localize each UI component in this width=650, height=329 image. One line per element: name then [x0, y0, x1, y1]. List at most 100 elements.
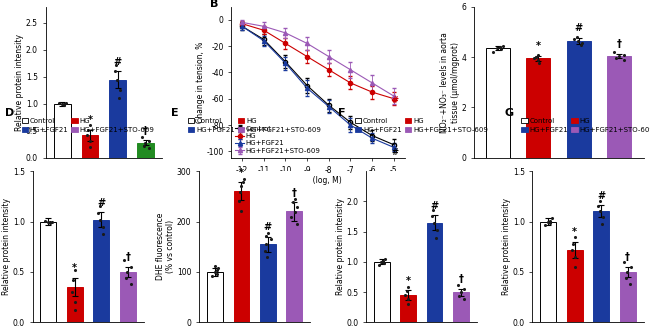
Point	[98, 231, 108, 236]
Point	[597, 221, 608, 226]
Point	[84, 138, 95, 143]
Point	[570, 264, 580, 269]
Point	[543, 219, 553, 224]
Point	[577, 40, 587, 46]
Bar	[486, 48, 510, 158]
Point	[376, 259, 386, 265]
Legend: Control, HG, HG+FGF21, HG+FGF21+STO-609: Control, HG, HG+FGF21, HG+FGF21+STO-609	[235, 125, 321, 154]
Point	[378, 258, 389, 263]
Text: G: G	[504, 108, 514, 117]
Text: F: F	[338, 108, 346, 117]
Text: *: *	[88, 115, 92, 125]
Point	[496, 47, 506, 52]
Text: *: *	[239, 168, 244, 178]
Point	[622, 269, 632, 275]
Y-axis label: Relative protein intensity: Relative protein intensity	[3, 198, 11, 295]
Point	[611, 55, 621, 60]
Point	[621, 275, 631, 281]
Point	[568, 241, 578, 246]
Text: *: *	[406, 276, 411, 286]
Point	[236, 184, 246, 189]
Legend: Control, HG+FGF21, HG, HG+FGF21+STO-609: Control, HG+FGF21, HG, HG+FGF21+STO-609	[354, 117, 489, 134]
Point	[125, 264, 136, 269]
Point	[292, 205, 303, 210]
Point	[54, 100, 64, 105]
Point	[428, 220, 439, 225]
Point	[60, 101, 71, 106]
Bar	[619, 272, 636, 322]
Y-axis label: NO₂⁻+NO₃⁻ levels in aorta
tissue (μmol/mgprot): NO₂⁻+NO₃⁻ levels in aorta tissue (μmol/m…	[440, 32, 460, 133]
Point	[59, 101, 70, 107]
Point	[114, 96, 124, 101]
Bar	[120, 272, 136, 322]
Point	[534, 60, 544, 65]
Point	[403, 302, 413, 307]
Text: †: †	[143, 126, 148, 136]
Point	[428, 208, 438, 213]
Text: *: *	[72, 264, 77, 273]
Point	[403, 297, 413, 302]
Point	[140, 140, 150, 145]
Text: †: †	[125, 252, 130, 263]
Point	[211, 267, 222, 273]
Point	[569, 234, 580, 239]
Point	[237, 180, 248, 185]
Bar	[400, 295, 416, 322]
Bar	[67, 287, 83, 322]
Point	[85, 144, 96, 150]
Bar	[40, 221, 57, 322]
Legend: Control, HG+FGF21, HG, HG+FGF21+STO-609: Control, HG+FGF21, HG, HG+FGF21+STO-609	[521, 117, 650, 134]
Point	[265, 237, 276, 242]
Point	[98, 224, 109, 229]
Bar	[453, 292, 469, 322]
Point	[378, 261, 389, 266]
Point	[495, 44, 506, 50]
Point	[111, 62, 122, 67]
Point	[374, 262, 384, 267]
Point	[619, 52, 629, 57]
Point	[137, 135, 148, 140]
Point	[120, 275, 131, 281]
Text: B: B	[211, 0, 219, 9]
Bar	[137, 143, 154, 158]
Bar	[82, 135, 98, 158]
Point	[70, 267, 80, 273]
Text: #: #	[575, 23, 583, 33]
Bar	[567, 40, 591, 158]
Point	[122, 269, 133, 275]
Point	[233, 199, 244, 204]
Point	[488, 49, 499, 55]
Text: *: *	[536, 41, 541, 51]
Point	[545, 220, 555, 225]
Point	[209, 269, 220, 275]
Text: #: #	[392, 96, 398, 105]
Point	[45, 219, 55, 224]
Point	[459, 286, 469, 291]
Bar	[593, 212, 609, 322]
Point	[68, 277, 79, 283]
Point	[287, 200, 298, 205]
Point	[292, 221, 302, 227]
Text: *: *	[572, 227, 577, 237]
Point	[144, 145, 154, 151]
Point	[430, 235, 441, 240]
Point	[109, 69, 120, 74]
Point	[498, 43, 508, 48]
Text: D: D	[5, 108, 14, 117]
Point	[380, 256, 390, 262]
Point	[96, 217, 106, 222]
Point	[530, 54, 541, 60]
Bar	[109, 80, 126, 158]
Point	[625, 281, 636, 287]
Point	[569, 36, 579, 41]
Point	[70, 308, 81, 313]
Point	[112, 77, 122, 82]
Text: †: †	[458, 274, 463, 284]
Bar	[540, 221, 556, 322]
Point	[144, 138, 154, 143]
Text: E: E	[172, 108, 179, 117]
Point	[426, 214, 437, 219]
Point	[212, 271, 222, 277]
Point	[236, 209, 246, 214]
Point	[83, 127, 94, 133]
